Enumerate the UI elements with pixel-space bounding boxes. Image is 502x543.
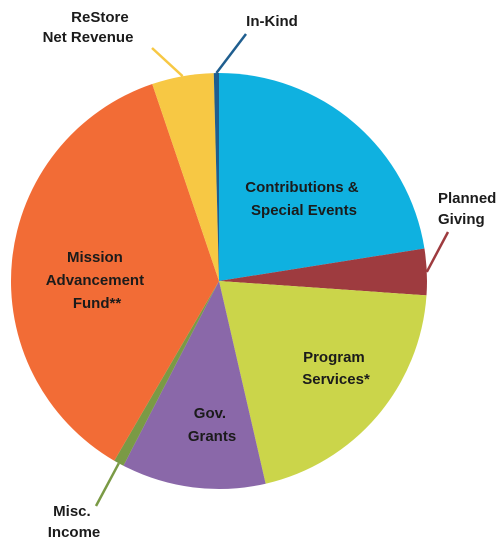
pie-slice-restore bbox=[152, 73, 219, 281]
pie-slice-program-services bbox=[219, 281, 427, 484]
pie-slice-contributions bbox=[219, 73, 425, 281]
pie-slice-planned-giving bbox=[219, 248, 427, 296]
slice-label-mission-advancement: Mission Advancement Fund** bbox=[46, 249, 149, 312]
slice-label-misc-income: Misc. Income bbox=[48, 503, 101, 541]
slice-label-program-services: Program Services* bbox=[302, 349, 370, 388]
pie-slice-gov-grants bbox=[123, 281, 266, 489]
slice-label-restore: ReStore Net Revenue bbox=[43, 9, 134, 46]
leader-in-kind bbox=[215, 33, 247, 74]
leader-planned-giving bbox=[425, 231, 450, 273]
pie-slice-misc-income bbox=[114, 281, 219, 466]
pie-slice-mission-advancement bbox=[10, 84, 219, 461]
leader-restore bbox=[151, 47, 184, 78]
slice-label-planned-giving: Planned Giving bbox=[438, 190, 501, 228]
slice-label-gov-grants: Gov. Grants bbox=[188, 405, 236, 445]
leader-misc-income bbox=[94, 462, 120, 507]
leader-lines bbox=[94, 33, 450, 507]
pie-slice-in-kind bbox=[213, 73, 219, 281]
slice-label-in-kind: In-Kind bbox=[246, 13, 298, 30]
pie-slices bbox=[10, 73, 427, 489]
slice-label-contributions: Contributions & Special Events bbox=[245, 179, 363, 219]
